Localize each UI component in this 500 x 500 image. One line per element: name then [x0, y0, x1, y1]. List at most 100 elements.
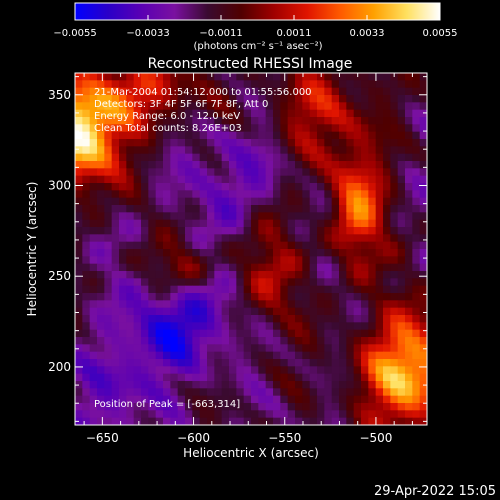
heatmap-cell	[214, 366, 223, 375]
heatmap-cell	[163, 417, 171, 426]
heatmap-cell	[287, 102, 296, 111]
heatmap-cell	[331, 190, 340, 199]
heatmap-cell	[229, 366, 237, 375]
heatmap-cell	[368, 234, 377, 243]
heatmap-cell	[75, 205, 83, 213]
heatmap-cell	[119, 307, 127, 316]
heatmap-cell	[339, 73, 347, 81]
heatmap-cell	[229, 234, 237, 243]
heatmap-cell	[331, 87, 340, 96]
heatmap-cell	[155, 249, 164, 257]
heatmap-cell	[419, 197, 428, 206]
heatmap-cell	[251, 205, 259, 213]
heatmap-cell	[163, 315, 171, 323]
heatmap-cell	[185, 146, 193, 155]
heatmap-cell	[148, 73, 157, 81]
heatmap-cell	[148, 263, 157, 272]
heatmap-cell	[280, 146, 289, 155]
heatmap-cell	[126, 300, 135, 309]
heatmap-cell	[324, 417, 333, 426]
heatmap-cell	[346, 337, 355, 345]
heatmap-cell	[177, 227, 186, 235]
heatmap-cell	[163, 219, 171, 228]
heatmap-cell	[82, 109, 91, 118]
heatmap-cell	[265, 417, 274, 426]
heatmap-cell	[214, 175, 223, 184]
heatmap-cell	[221, 205, 230, 213]
heatmap-cell	[419, 403, 428, 411]
heatmap-cell	[163, 146, 171, 155]
heatmap-cell	[119, 263, 127, 272]
heatmap-cell	[177, 256, 186, 265]
heatmap-cell	[419, 351, 428, 360]
heatmap-cell	[177, 175, 186, 184]
heatmap-cell	[97, 124, 105, 133]
heatmap-cell	[192, 190, 201, 199]
heatmap-cell	[141, 95, 149, 103]
heatmap-cell	[346, 271, 355, 279]
heatmap-cell	[317, 183, 325, 191]
heatmap-cell	[302, 80, 311, 89]
heatmap-cell	[353, 95, 362, 103]
heatmap-cell	[419, 249, 428, 257]
heatmap-cell	[214, 73, 223, 81]
heatmap-cell	[221, 285, 230, 294]
heatmap-cell	[75, 80, 83, 89]
heatmap-cell	[302, 241, 311, 250]
heatmap-cell	[229, 395, 237, 404]
heatmap-cell	[104, 139, 113, 147]
heatmap-cell	[133, 395, 142, 404]
heatmap-cell	[170, 131, 179, 140]
heatmap-cell	[199, 300, 208, 309]
heatmap-cell	[97, 300, 105, 309]
heatmap-cell	[324, 161, 333, 169]
y-axis-label: Heliocentric Y (arcsec)	[25, 182, 39, 317]
heatmap-cell	[339, 329, 347, 338]
heatmap-cell	[265, 197, 274, 206]
heatmap-cell	[214, 212, 223, 221]
heatmap-cell	[383, 271, 391, 279]
heatmap-cell	[331, 117, 340, 125]
heatmap-cell	[155, 373, 164, 382]
heatmap-cell	[75, 366, 83, 375]
heatmap-cell	[375, 175, 384, 184]
heatmap-cell	[346, 381, 355, 389]
heatmap-cell	[97, 109, 105, 118]
heatmap-cell	[353, 190, 362, 199]
heatmap-cell	[243, 219, 252, 228]
heatmap-cell	[346, 227, 355, 235]
heatmap-cell	[265, 95, 274, 103]
heatmap-cell	[163, 117, 171, 125]
heatmap-cell	[192, 403, 201, 411]
heatmap-cell	[390, 403, 399, 411]
heatmap-cell	[251, 249, 259, 257]
heatmap-cell	[317, 241, 325, 250]
heatmap-cell	[170, 359, 179, 367]
heatmap-cell	[163, 109, 171, 118]
heatmap-cell	[133, 337, 142, 345]
heatmap-cell	[309, 190, 318, 199]
heatmap-cell	[185, 95, 193, 103]
heatmap-cell	[280, 315, 289, 323]
heatmap-cell	[133, 234, 142, 243]
heatmap-cell	[383, 146, 391, 155]
heatmap-cell	[133, 73, 142, 81]
heatmap-cell	[192, 256, 201, 265]
heatmap-cell	[75, 102, 83, 111]
heatmap-cell	[390, 197, 399, 206]
heatmap-cell	[192, 315, 201, 323]
heatmap-cell	[229, 197, 237, 206]
heatmap-cell	[375, 241, 384, 250]
heatmap-cell	[119, 95, 127, 103]
heatmap-cell	[141, 124, 149, 133]
heatmap-cell	[229, 73, 237, 81]
heatmap-cell	[141, 168, 149, 177]
colorbar-tick-label: 0.0011	[277, 28, 312, 39]
heatmap-cell	[148, 95, 157, 103]
heatmap-cell	[287, 307, 296, 316]
heatmap-cell	[177, 73, 186, 81]
heatmap-cell	[339, 183, 347, 191]
heatmap-cell	[309, 249, 318, 257]
heatmap-cell	[148, 175, 157, 184]
heatmap-cell	[383, 344, 391, 353]
